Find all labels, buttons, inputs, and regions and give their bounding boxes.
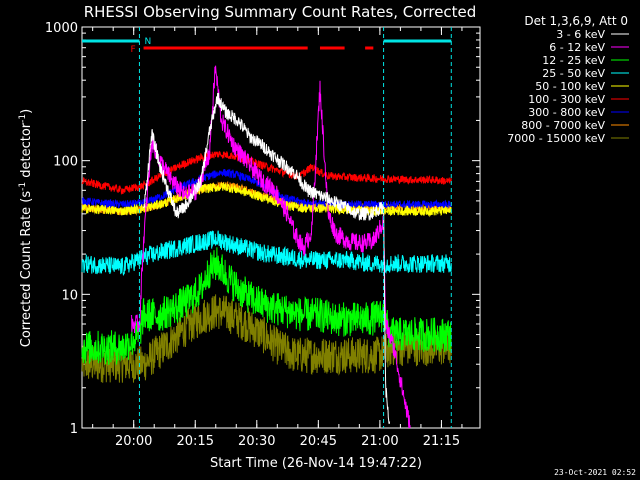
x-axis-label: Start Time (26-Nov-14 19:47:22)	[210, 456, 422, 471]
x-tick-label: 21:15	[423, 434, 460, 449]
chart-title: RHESSI Observing Summary Count Rates, Co…	[84, 3, 477, 21]
y-tick-label: 100	[53, 155, 78, 170]
legend-label: 12 - 25 keV	[542, 54, 605, 67]
night-flag-label: N	[144, 37, 151, 47]
y-tick-label: 10	[61, 288, 78, 303]
legend-label: 25 - 50 keV	[542, 67, 605, 80]
series-line	[81, 182, 452, 218]
legend-header: Det 1,3,6,9, Att 0	[524, 14, 628, 28]
legend-label: 300 - 800 keV	[528, 106, 605, 119]
x-tick-label: 20:30	[238, 434, 275, 449]
y-tick-label: 1	[70, 422, 78, 437]
legend-label: 800 - 7000 keV	[521, 119, 605, 132]
date-stamp: 23-Oct-2021 02:52	[554, 468, 636, 477]
y-axis-label: Corrected Count Rate (s-1 detector-1)	[18, 109, 34, 347]
series-line	[81, 230, 452, 276]
series-line	[81, 294, 452, 383]
series-line	[81, 150, 452, 196]
legend-label: 100 - 300 keV	[528, 93, 605, 106]
plot-area: NF	[81, 26, 481, 429]
flare-flag-label: F	[130, 45, 135, 55]
x-tick-label: 20:00	[115, 434, 152, 449]
legend-label: 7000 - 15000 keV	[507, 132, 605, 145]
legend-label: 50 - 100 keV	[535, 80, 605, 93]
y-tick-label: 1000	[45, 21, 78, 36]
series-line	[130, 65, 411, 429]
x-tick-label: 20:45	[300, 434, 337, 449]
plot-frame	[81, 26, 481, 429]
series-line	[143, 92, 391, 425]
legend-label: 6 - 12 keV	[549, 41, 605, 54]
x-tick-label: 20:15	[177, 434, 214, 449]
legend-label: 3 - 6 keV	[556, 28, 605, 41]
x-tick-label: 21:00	[361, 434, 398, 449]
